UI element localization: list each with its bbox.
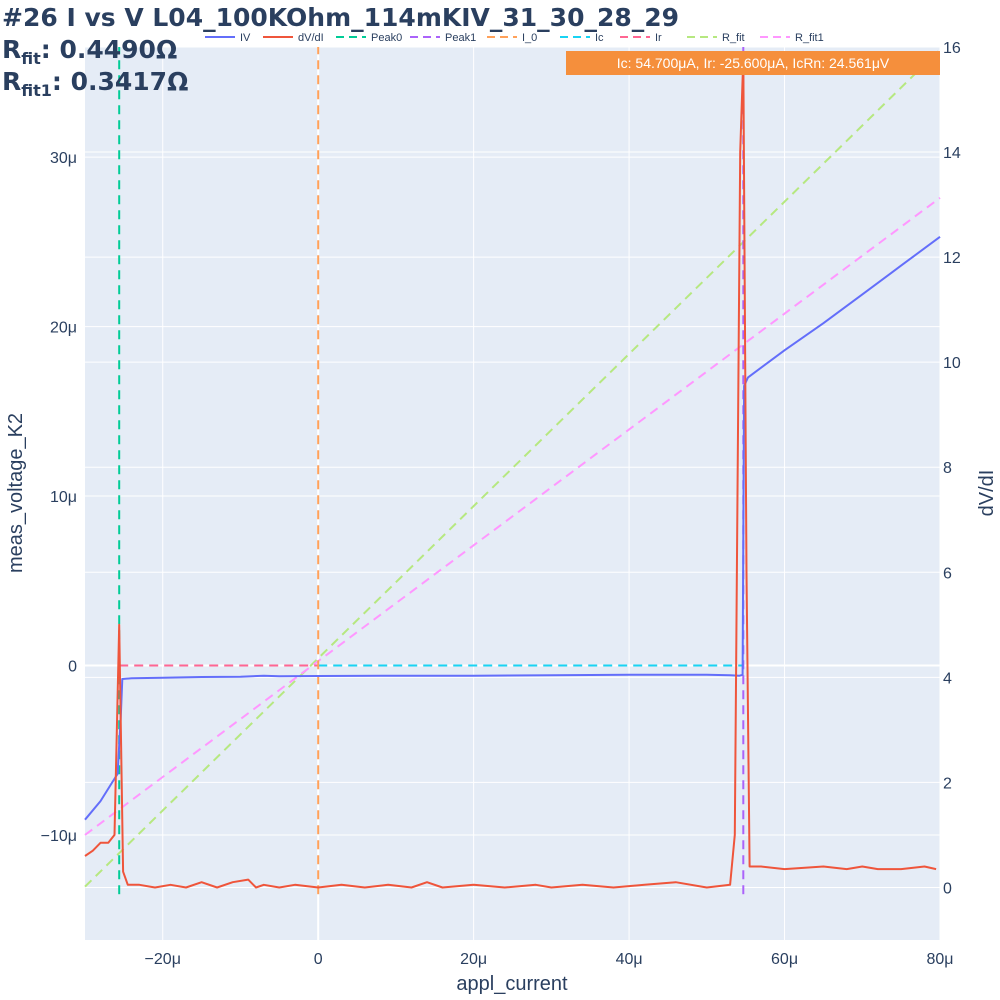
- legend-label: Ic: [595, 32, 604, 44]
- legend-label: Ir: [655, 32, 662, 44]
- y2-tick-label: 14: [943, 145, 961, 162]
- plot-background: [85, 47, 940, 940]
- x-tick-label: 20μ: [460, 951, 487, 968]
- legend-label: dV/dI: [298, 32, 324, 44]
- x-tick-label: 60μ: [771, 951, 798, 968]
- x-tick-label: −20μ: [145, 951, 181, 968]
- rfit-text: Rfit: 0.4490Ω: [2, 35, 177, 68]
- y-tick-label: 0: [68, 658, 77, 675]
- legend-label: R_fit1: [795, 32, 824, 44]
- legend-label: I_0: [522, 32, 537, 44]
- annotation-text: Ic: 54.700μA, Ir: -25.600μA, IcRn: 24.56…: [617, 55, 890, 71]
- y2-axis-label: dV/dI: [976, 470, 998, 517]
- legend-label: IV: [240, 32, 251, 44]
- x-tick-label: 80μ: [926, 951, 953, 968]
- x-tick-label: 40μ: [616, 951, 643, 968]
- y2-tick-label: 0: [943, 880, 952, 897]
- annotation-background: [566, 51, 940, 75]
- x-tick-label: 0: [314, 951, 323, 968]
- y-tick-label: 30μ: [50, 150, 77, 167]
- annotation-box: Ic: 54.700μA, Ir: -25.600μA, IcRn: 24.56…: [566, 51, 940, 75]
- legend-label: R_fit: [722, 32, 745, 44]
- legend: IV dV/dI Peak0 Peak1 I_0 Ic Ir R_fit R_fit1: [205, 32, 824, 44]
- y2-tick-label: 12: [943, 250, 961, 267]
- legend-label: Peak0: [371, 32, 402, 44]
- y2-tick-label: 2: [943, 775, 952, 792]
- y2-tick-label: 16: [943, 40, 961, 57]
- grid: [85, 46, 941, 940]
- series-dv-di-line: [84, 56, 937, 889]
- y-tick-label: −10μ: [41, 828, 77, 845]
- traces: [84, 47, 941, 895]
- y-tick-label: 20μ: [50, 320, 77, 337]
- y2-tick-label: 6: [943, 565, 952, 582]
- y-axis-label: meas_voltage_K2: [5, 413, 27, 573]
- chart-title: #26 I vs V L04_100KOhm_114mKIV_31_30_28_…: [2, 3, 679, 32]
- axes: −20μ 0 20μ 40μ 60μ 80μ −10μ 0 10μ 20μ 30μ 0 2 4 6 8 10 12…: [41, 40, 961, 968]
- series-iv-line: [84, 235, 941, 821]
- y-tick-label: 10μ: [50, 489, 77, 506]
- series-r-fit1-line: [84, 196, 941, 836]
- legend-label: Peak1: [445, 32, 476, 44]
- series-r-fit-line: [84, 48, 941, 888]
- x-axis-label: appl_current: [456, 973, 568, 995]
- y2-tick-label: 10: [943, 355, 961, 372]
- rfit1-text: Rfit1: 0.3417Ω: [2, 67, 188, 100]
- y2-tick-label: 8: [943, 460, 952, 477]
- y2-tick-label: 4: [943, 670, 952, 687]
